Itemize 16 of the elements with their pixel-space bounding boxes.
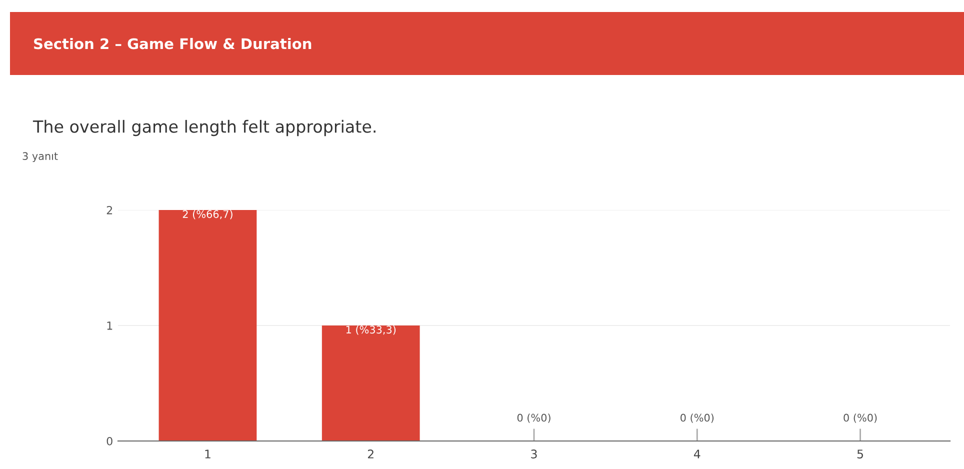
x-tick-label: 5 xyxy=(857,450,863,458)
y-tick-label: 1 xyxy=(107,322,112,330)
data-label: 0 (%0) xyxy=(844,414,877,423)
data-label: 2 (%66,7) xyxy=(182,210,232,220)
x-tick-label: 2 xyxy=(368,450,374,458)
x-tick-label: 4 xyxy=(694,450,700,458)
y-tick-label: 2 xyxy=(106,206,112,214)
data-label: 0 (%0) xyxy=(517,414,550,423)
data-label: 0 (%0) xyxy=(680,414,714,423)
x-tick-label: 1 xyxy=(205,450,210,458)
x-tick-label: 3 xyxy=(531,450,537,458)
chart-title: Section 2 – Game Flow & Duration xyxy=(34,38,312,50)
y-tick-label: 0 xyxy=(106,436,112,446)
chart-subtitle: The overall game length felt appropriate. xyxy=(32,120,376,136)
data-label: 1 (%33,3) xyxy=(346,326,396,335)
text: 3 yanıt xyxy=(22,152,58,162)
